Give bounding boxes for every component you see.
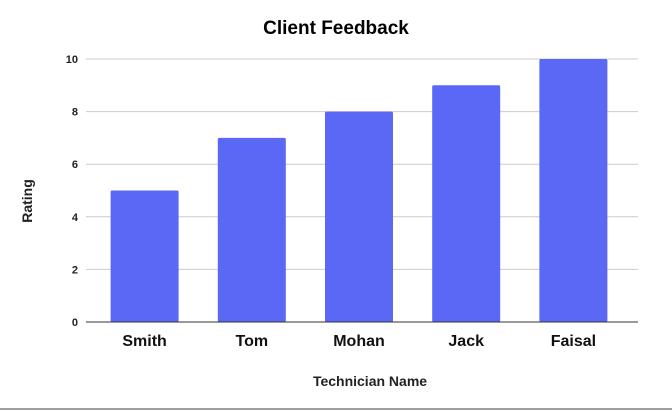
bar-faisal bbox=[539, 59, 608, 322]
bar-smith bbox=[110, 190, 179, 322]
x-tick-label: Smith bbox=[122, 333, 166, 350]
x-tick-label: Faisal bbox=[551, 333, 596, 350]
chart-title: Client Feedback bbox=[263, 18, 409, 39]
y-tick-label: 2 bbox=[72, 264, 78, 276]
bar-tom bbox=[217, 137, 286, 322]
y-tick-label: 0 bbox=[72, 317, 78, 329]
y-axis-ticks: 0 2 4 6 8 10 bbox=[66, 54, 79, 329]
x-axis-ticks: Smith Tom Mohan Jack Faisal bbox=[122, 333, 596, 350]
y-tick-label: 10 bbox=[66, 54, 78, 66]
x-axis-label: Technician Name bbox=[313, 373, 427, 389]
x-tick-label: Jack bbox=[448, 333, 484, 350]
y-tick-label: 6 bbox=[72, 159, 78, 171]
y-tick-label: 4 bbox=[72, 212, 79, 224]
x-tick-label: Tom bbox=[236, 333, 269, 350]
bar-jack bbox=[432, 85, 501, 322]
x-tick-label: Mohan bbox=[333, 333, 385, 350]
bars bbox=[86, 59, 638, 323]
y-axis-label: Rating bbox=[19, 179, 35, 223]
y-tick-label: 8 bbox=[72, 107, 78, 119]
bar-mohan bbox=[325, 111, 393, 322]
